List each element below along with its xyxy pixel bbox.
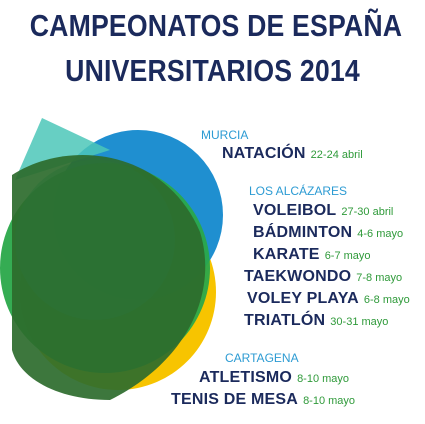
poster-title-line-2: UNIVERSITARIOS 2014 [65,53,360,88]
sport-name: VOLEY PLAYA [247,290,359,307]
event-row: BÁDMINTON 4-6 mayo [253,224,403,242]
event-dates: 6-7 mayo [324,250,371,262]
event-dates: 22-24 abril [310,149,363,161]
sport-name: TENIS DE MESA [171,391,299,408]
event-dates: 7-8 mayo [356,272,403,284]
dark-green-leaf-shape [12,155,206,400]
sport-name: TAEKWONDO [244,268,352,285]
event-row: KARATE 6-7 mayo [253,246,371,264]
event-dates: 8-10 mayo [297,373,350,385]
venue-label-murcia: MURCIA [201,128,249,142]
poster-title-line-1: CAMPEONATOS DE ESPAÑA [29,8,403,43]
event-row: NATACIÓN 22-24 abril [222,145,363,163]
sport-name: BÁDMINTON [253,224,353,241]
event-dates: 6-8 mayo [363,294,410,306]
sport-name: ATLETISMO [199,369,293,386]
event-row: ATLETISMO 8-10 mayo [199,369,349,387]
event-dates: 4-6 mayo [357,228,404,240]
event-row: TRIATLÓN 30-31 mayo [244,312,388,330]
event-dates: 27-30 abril [341,206,394,218]
event-row: VOLEY PLAYA 6-8 mayo [247,290,410,308]
sport-name: NATACIÓN [222,145,306,162]
event-row: TAEKWONDO 7-8 mayo [244,268,402,286]
event-row: TENIS DE MESA 8-10 mayo [171,391,355,409]
sport-name: VOLEIBOL [253,202,337,219]
venue-label-los-alcazares: LOS ALCÁZARES [249,184,348,198]
event-dates: 30-31 mayo [330,316,389,328]
venue-label-cartagena: CARTAGENA [225,351,299,365]
sport-name: TRIATLÓN [244,312,326,329]
sport-name: KARATE [253,246,320,263]
event-dates: 8-10 mayo [303,395,356,407]
event-row: VOLEIBOL 27-30 abril [253,202,393,220]
